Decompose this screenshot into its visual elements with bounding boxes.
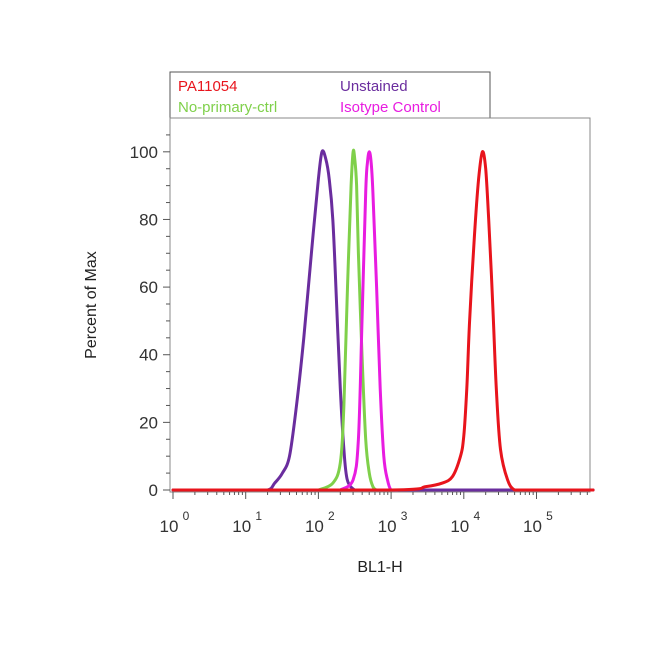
x-tick-label: 10 (160, 517, 179, 536)
y-tick-label: 60 (139, 278, 158, 297)
x-tick-label: 10 (523, 517, 542, 536)
x-tick-exponent: 1 (255, 509, 262, 523)
legend-entry-pa11054: PA11054 (178, 78, 238, 95)
y-tick-label: 40 (139, 346, 158, 365)
series-line-pa11054 (171, 150, 595, 492)
y-tick-label: 80 (139, 210, 158, 229)
series-line-isotype-control (338, 150, 399, 492)
x-axis-title: BL1-H (357, 559, 402, 576)
x-tick-exponent: 3 (401, 509, 408, 523)
x-tick-label: 10 (232, 517, 251, 536)
legend-entry-no-primary-ctrl: No-primary-ctrl (178, 99, 277, 116)
series-line-no-primary-ctrl (316, 148, 382, 492)
x-axis: 10 0 10 1 10 2 10 3 10 4 10 5 (160, 492, 588, 536)
y-axis: 0 20 40 60 80 100 (130, 134, 170, 500)
legend-entry-isotype-control: Isotype Control (340, 99, 441, 116)
x-tick-exponent: 5 (546, 509, 553, 523)
y-tick-label: 0 (149, 481, 158, 500)
legend-box (169, 71, 491, 119)
y-axis-title: Percent of Max (83, 251, 100, 359)
x-tick-exponent: 2 (328, 509, 335, 523)
plot-frame (169, 117, 591, 493)
x-tick-exponent: 0 (183, 509, 190, 523)
y-tick-label: 20 (139, 413, 158, 432)
legend-entry-unstained: Unstained (340, 78, 408, 95)
x-tick-label: 10 (378, 517, 397, 536)
x-tick-exponent: 4 (473, 509, 480, 523)
x-tick-label: 10 (450, 517, 469, 536)
y-tick-label: 100 (130, 143, 158, 162)
x-tick-label: 10 (305, 517, 324, 536)
series-lines (171, 148, 595, 492)
